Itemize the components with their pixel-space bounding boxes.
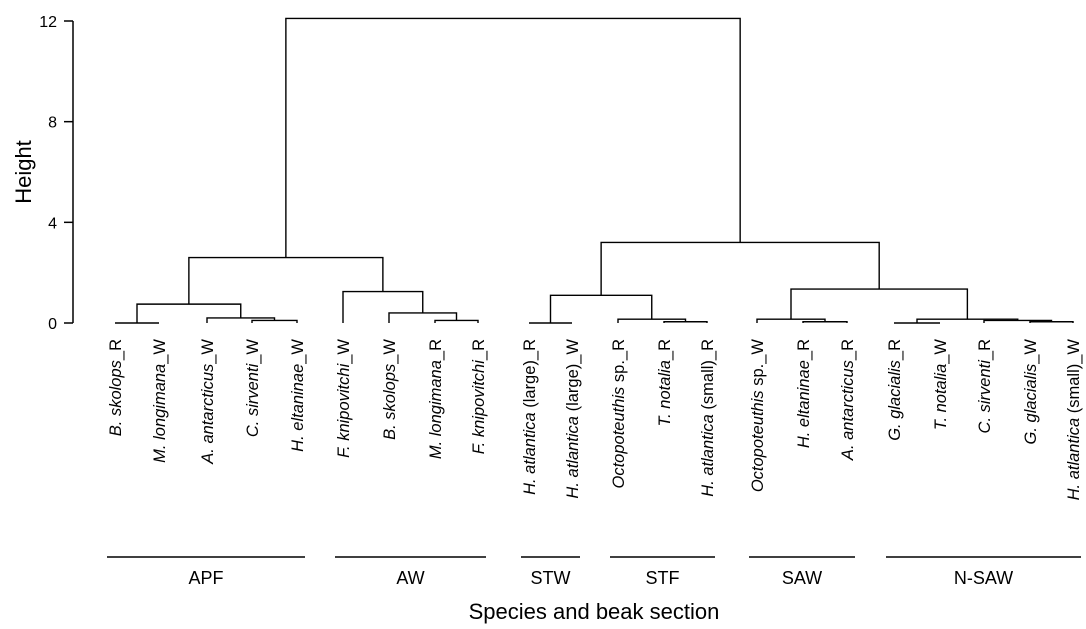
y-tick-label: 0: [48, 316, 57, 333]
merge-link: [1029, 321, 1074, 323]
leaf-label: G. glacialis_W: [1022, 339, 1040, 445]
group-label: AW: [396, 568, 424, 588]
leaf-label: H. eltaninae_R: [795, 339, 813, 448]
group-label: N-SAW: [954, 568, 1013, 588]
merge-link: [251, 319, 298, 323]
merge-link: [600, 241, 880, 296]
y-tick-label: 12: [39, 14, 57, 31]
merge-link: [663, 321, 708, 323]
leaf-label: G. glacialis_R: [886, 339, 904, 441]
merge-link: [342, 290, 424, 323]
merge-link: [434, 319, 479, 323]
leaf-label: B. skolops_W: [381, 339, 399, 440]
merge-link: [388, 312, 458, 323]
merge-link: [136, 303, 242, 323]
leaf-label: Octopoteuthis sp._R: [610, 339, 628, 489]
leaf-label: T. notalia_W: [932, 339, 950, 431]
x-axis-title: Species and beak section: [469, 599, 720, 624]
leaf-label: C. sirventi_W: [244, 339, 262, 438]
leaf-label: H. eltaninae_W: [289, 339, 307, 452]
merge-link: [285, 17, 741, 258]
dendrogram-tree: [115, 17, 1074, 324]
merge-link: [188, 256, 384, 305]
merge-link: [802, 321, 848, 323]
leaf-label: H. atlantica (large)_R: [521, 339, 539, 495]
group-label: APF: [188, 568, 223, 588]
leaf-label: B. skolops_R: [107, 339, 125, 436]
merge-link: [790, 288, 969, 320]
merge-link: [549, 294, 653, 323]
leaf-label: A. antarcticus_W: [199, 339, 217, 465]
leaf-label: M. longimana_R: [427, 339, 445, 459]
leaf-label: H. atlantica (large)_W: [564, 339, 582, 499]
y-tick-label: 4: [48, 215, 57, 232]
leaf-label: H. atlantica (small)_R: [699, 339, 717, 497]
y-tick-label: 8: [48, 115, 57, 132]
leaf-label: Octopoteuthis sp._W: [749, 339, 767, 493]
group-label: STF: [646, 568, 680, 588]
y-axis-title: Height: [11, 140, 36, 204]
group-label: STW: [531, 568, 571, 588]
leaf-label: T. notalia_R: [656, 339, 674, 427]
group-label: SAW: [782, 568, 822, 588]
leaf-label: M. longimana_W: [151, 339, 169, 463]
leaf-label: A. antarcticus_R: [839, 339, 857, 461]
leaf-labels: B. skolops_R M. longimana_W A. antarcticus…: [107, 339, 1083, 501]
group-brackets: APF AW STW STF SAW N-SAW: [107, 556, 1081, 588]
leaf-label: C. sirventi_R: [976, 339, 994, 434]
leaf-label: H. atlantica (small)_W: [1065, 339, 1083, 501]
merge-link: [206, 317, 276, 323]
leaf-label: F. knipovitchi_R: [470, 339, 488, 454]
y-axis-ticks: 0 4 8 12: [39, 14, 73, 333]
leaf-label: F. knipovitchi_W: [335, 339, 353, 458]
